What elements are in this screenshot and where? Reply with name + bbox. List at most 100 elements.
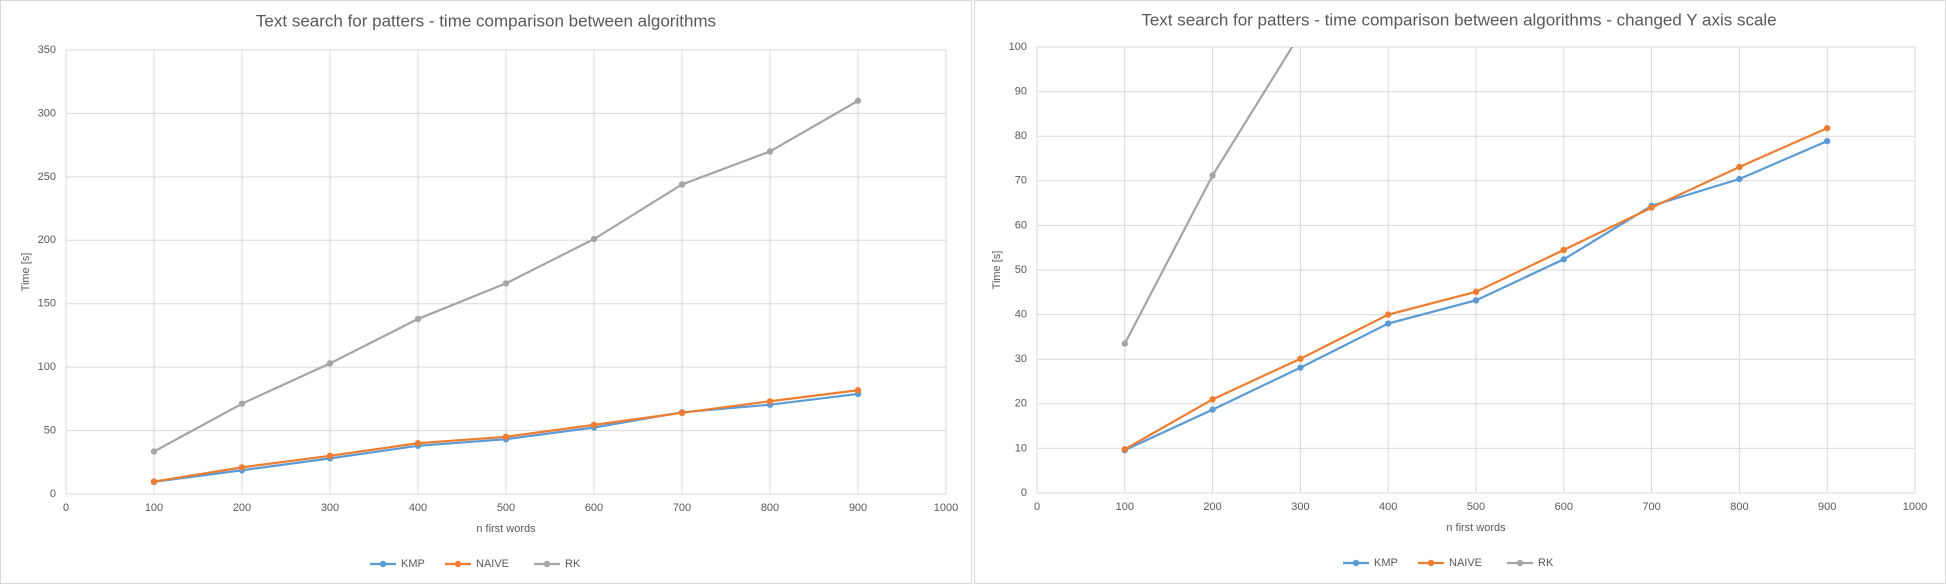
data-point — [502, 433, 510, 440]
y-tick-label: 100 — [38, 361, 56, 373]
legend-marker — [543, 560, 551, 568]
data-point — [1209, 406, 1216, 413]
data-point — [1297, 355, 1304, 362]
legend-label: NAIVE — [476, 558, 509, 570]
x-tick-label: 500 — [1467, 501, 1485, 513]
x-tick-label: 600 — [585, 502, 603, 514]
data-point — [1472, 288, 1480, 296]
series-group — [1121, 47, 1831, 454]
legend-label: RK — [1538, 557, 1554, 569]
y-tick-label: 70 — [1015, 175, 1027, 187]
y-tick-label: 60 — [1015, 219, 1027, 231]
data-point — [1472, 297, 1480, 304]
x-axis-title: n first words — [476, 523, 536, 535]
x-tick-label: 100 — [145, 502, 163, 514]
x-tick-label: 200 — [233, 502, 251, 514]
data-point — [1209, 396, 1216, 403]
data-point — [1121, 340, 1129, 347]
data-point — [1736, 163, 1743, 171]
y-tick-label: 50 — [1015, 264, 1027, 276]
legend-label: NAIVE — [1449, 557, 1482, 569]
chart-title: Text search for patters - time compariso… — [256, 11, 716, 30]
data-point — [854, 387, 862, 394]
data-point — [1385, 311, 1392, 318]
x-tick-label: 100 — [1116, 501, 1134, 513]
x-axis-title: n first words — [1446, 522, 1506, 534]
data-point — [1297, 364, 1304, 371]
data-point — [414, 440, 422, 447]
y-tick-label: 90 — [1015, 86, 1027, 98]
y-tick-label: 0 — [1021, 487, 1027, 499]
x-tick-label: 1000 — [934, 502, 958, 514]
series-line — [1123, 47, 1294, 345]
legend-marker — [1516, 559, 1524, 567]
y-tick-label: 10 — [1015, 442, 1027, 454]
data-point — [1824, 124, 1831, 132]
legend-item: KMP — [370, 558, 425, 570]
x-tick-label: 1000 — [1903, 501, 1927, 513]
x-tick-label: 900 — [849, 502, 867, 514]
data-point — [766, 398, 774, 405]
x-tick-label: 800 — [1730, 501, 1748, 513]
data-point — [1648, 204, 1655, 211]
data-point — [854, 97, 862, 104]
x-tick-label: 200 — [1203, 501, 1221, 513]
legend-item: RK — [1507, 557, 1554, 569]
data-point — [326, 452, 334, 460]
legend-item: KMP — [1343, 557, 1398, 569]
series-group — [150, 97, 862, 486]
data-point — [1560, 256, 1568, 263]
data-point — [1209, 172, 1216, 179]
x-tick-label: 800 — [761, 502, 779, 514]
x-tick-label: 400 — [409, 502, 427, 514]
data-point — [238, 464, 246, 471]
legend-marker — [379, 560, 387, 568]
data-point — [1824, 137, 1831, 145]
legend-marker — [454, 560, 462, 568]
y-tick-label: 20 — [1015, 398, 1027, 410]
chart: Text search for patters - time compariso… — [991, 10, 1927, 569]
data-point — [766, 148, 774, 155]
legend-item: NAIVE — [445, 558, 509, 570]
legend-marker — [1427, 559, 1435, 567]
data-point — [1121, 446, 1129, 453]
y-axis-title: Time [s] — [991, 251, 1003, 290]
x-tick-label: 600 — [1555, 501, 1573, 513]
data-point — [1736, 175, 1743, 183]
legend-item: NAIVE — [1418, 557, 1482, 569]
y-tick-label: 350 — [38, 44, 56, 56]
data-point — [1385, 320, 1392, 327]
y-tick-label: 40 — [1015, 309, 1027, 321]
legend-label: RK — [565, 558, 581, 570]
data-point — [1560, 246, 1568, 254]
x-tick-label: 0 — [63, 502, 69, 514]
data-point — [414, 315, 422, 323]
data-point — [150, 478, 158, 485]
x-tick-label: 900 — [1818, 501, 1836, 513]
x-tick-label: 400 — [1379, 501, 1397, 513]
y-tick-label: 80 — [1015, 130, 1027, 142]
data-point — [590, 421, 598, 429]
x-tick-label: 300 — [1291, 501, 1309, 513]
y-tick-label: 50 — [44, 424, 56, 436]
chart: Text search for patters - time compariso… — [20, 11, 958, 569]
data-point — [590, 235, 598, 243]
data-point — [326, 360, 334, 367]
data-point — [150, 448, 158, 455]
data-point — [678, 409, 686, 417]
y-tick-label: 150 — [38, 298, 56, 310]
y-tick-label: 30 — [1015, 353, 1027, 365]
x-tick-label: 500 — [497, 502, 515, 514]
data-point — [238, 400, 246, 407]
legend-item: RK — [534, 558, 581, 570]
legend-label: KMP — [1374, 557, 1398, 569]
y-tick-label: 300 — [38, 107, 56, 119]
x-tick-label: 0 — [1034, 501, 1040, 513]
x-tick-label: 300 — [321, 502, 339, 514]
chart-title: Text search for patters - time compariso… — [1141, 10, 1776, 29]
data-point — [678, 181, 686, 188]
legend-marker — [1352, 559, 1360, 567]
y-tick-label: 100 — [1009, 41, 1027, 53]
x-tick-label: 700 — [1642, 501, 1660, 513]
